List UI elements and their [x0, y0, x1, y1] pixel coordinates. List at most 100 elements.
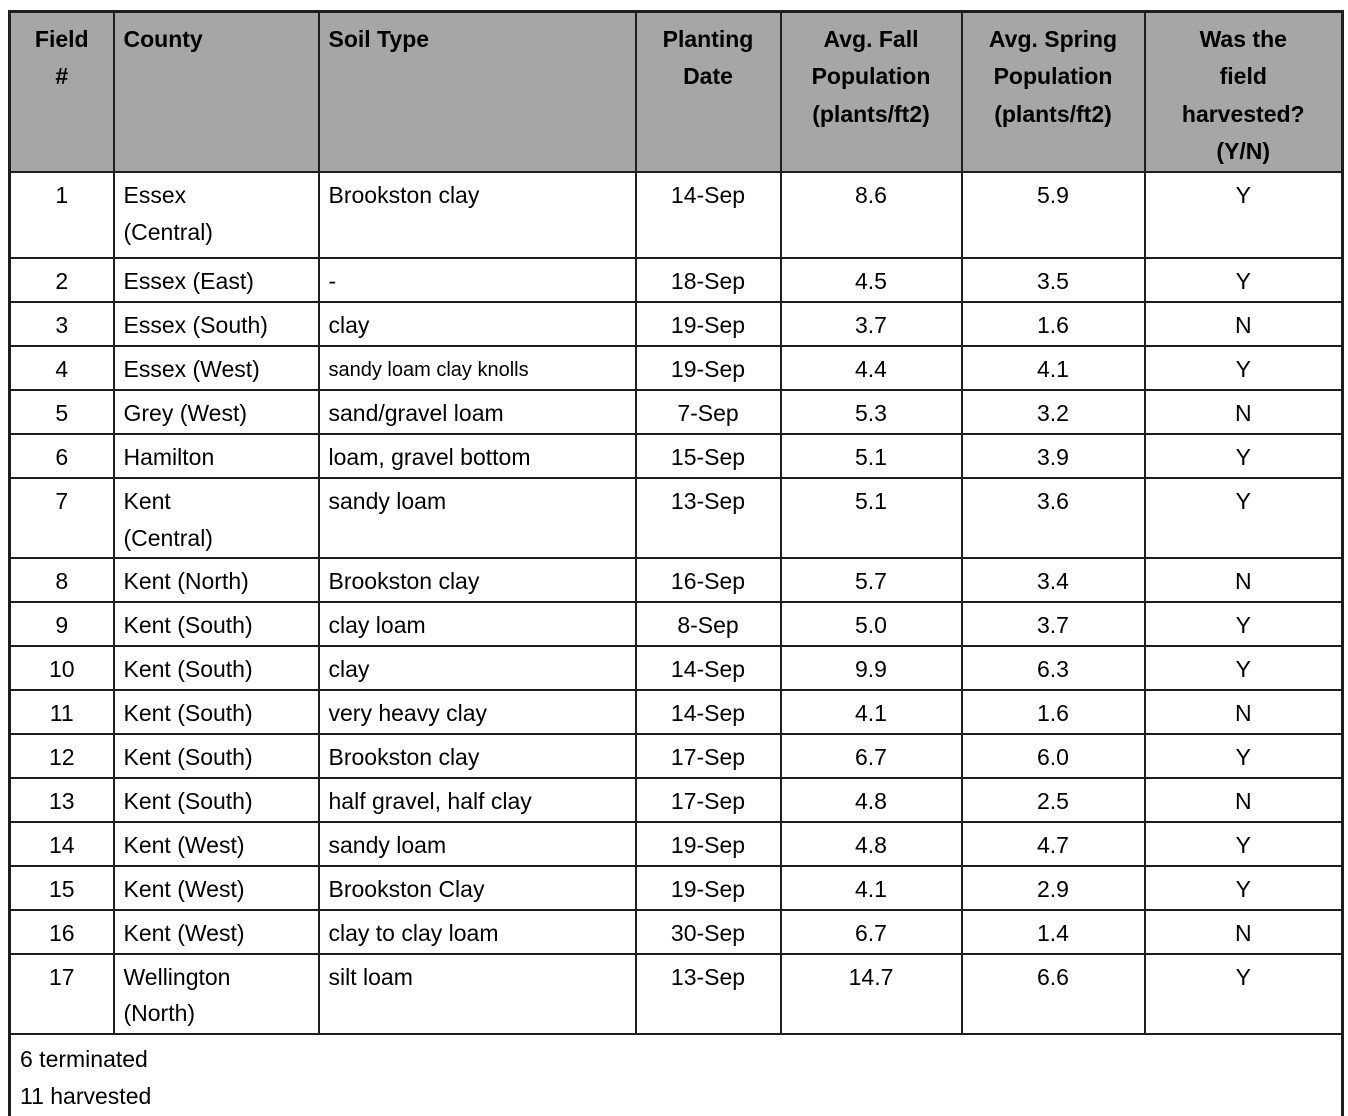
table-footer: 6 terminated 11 harvested — [8, 1032, 1344, 1116]
cell-county: Kent (West) — [112, 820, 320, 867]
cell-soil-type: - — [317, 257, 637, 303]
cell-fall-population: 14.7 — [779, 952, 963, 1035]
table-row: 13 Kent (South) half gravel, half clay 1… — [8, 776, 1344, 823]
cell-soil-type: very heavy clay — [317, 688, 637, 735]
cell-planting-date: 17-Sep — [634, 776, 782, 823]
cell-county: Essex (East) — [112, 257, 320, 303]
cell-fall-population: 4.1 — [779, 864, 963, 911]
cell-field-number: 1 — [8, 171, 115, 259]
cell-field-number: 4 — [8, 345, 115, 391]
table-row: 1 Essex (Central) Brookston clay 14-Sep … — [8, 171, 1344, 259]
cell-county: Kent (South) — [112, 776, 320, 823]
table-row: 9 Kent (South) clay loam 8-Sep 5.0 3.7 Y — [8, 600, 1344, 647]
table-row: 7 Kent (Central) sandy loam 13-Sep 5.1 3… — [8, 477, 1344, 559]
cell-planting-date: 19-Sep — [634, 864, 782, 911]
cell-harvested: Y — [1143, 600, 1344, 647]
cell-spring-population: 5.9 — [960, 171, 1146, 259]
cell-field-number: 6 — [8, 433, 115, 479]
field-data-table: Field # County Soil Type Planting Date A… — [8, 10, 1344, 1116]
cell-county: Kent (West) — [112, 908, 320, 955]
table-row: 8 Kent (North) Brookston clay 16-Sep 5.7… — [8, 556, 1344, 603]
cell-field-number: 16 — [8, 908, 115, 955]
cell-field-number: 14 — [8, 820, 115, 867]
cell-soil-type: clay — [317, 644, 637, 691]
cell-spring-population: 3.2 — [960, 389, 1146, 435]
cell-spring-population: 3.9 — [960, 433, 1146, 479]
cell-fall-population: 5.1 — [779, 477, 963, 559]
col-header-field-number: Field # — [8, 10, 115, 173]
cell-spring-population: 4.1 — [960, 345, 1146, 391]
cell-county: Essex (West) — [112, 345, 320, 391]
cell-soil-type: half gravel, half clay — [317, 776, 637, 823]
cell-harvested: Y — [1143, 477, 1344, 559]
cell-spring-population: 3.5 — [960, 257, 1146, 303]
cell-spring-population: 1.6 — [960, 688, 1146, 735]
cell-planting-date: 7-Sep — [634, 389, 782, 435]
cell-spring-population: 3.6 — [960, 477, 1146, 559]
cell-county: Essex (South) — [112, 301, 320, 347]
cell-spring-population: 2.9 — [960, 864, 1146, 911]
cell-harvested: Y — [1143, 171, 1344, 259]
cell-soil-type: sand/gravel loam — [317, 389, 637, 435]
cell-soil-type: sandy loam clay knolls — [317, 345, 637, 391]
cell-harvested: Y — [1143, 644, 1344, 691]
table-row: 2 Essex (East) - 18-Sep 4.5 3.5 Y — [8, 257, 1344, 303]
cell-county: Grey (West) — [112, 389, 320, 435]
cell-fall-population: 5.1 — [779, 433, 963, 479]
cell-fall-population: 6.7 — [779, 908, 963, 955]
cell-county: Kent (South) — [112, 688, 320, 735]
header-row: Field # County Soil Type Planting Date A… — [8, 10, 1344, 173]
cell-field-number: 10 — [8, 644, 115, 691]
col-header-county: County — [112, 10, 320, 173]
cell-field-number: 5 — [8, 389, 115, 435]
cell-planting-date: 15-Sep — [634, 433, 782, 479]
cell-harvested: Y — [1143, 257, 1344, 303]
cell-planting-date: 19-Sep — [634, 820, 782, 867]
cell-county: Essex (Central) — [112, 171, 320, 259]
cell-field-number: 3 — [8, 301, 115, 347]
cell-harvested: Y — [1143, 732, 1344, 779]
cell-spring-population: 6.6 — [960, 952, 1146, 1035]
table-row: 3 Essex (South) clay 19-Sep 3.7 1.6 N — [8, 301, 1344, 347]
cell-fall-population: 4.5 — [779, 257, 963, 303]
cell-planting-date: 13-Sep — [634, 477, 782, 559]
cell-spring-population: 1.6 — [960, 301, 1146, 347]
cell-field-number: 8 — [8, 556, 115, 603]
cell-planting-date: 14-Sep — [634, 644, 782, 691]
cell-soil-type: Brookston clay — [317, 556, 637, 603]
cell-planting-date: 16-Sep — [634, 556, 782, 603]
cell-spring-population: 6.3 — [960, 644, 1146, 691]
cell-fall-population: 6.7 — [779, 732, 963, 779]
table-row: 5 Grey (West) sand/gravel loam 7-Sep 5.3… — [8, 389, 1344, 435]
cell-spring-population: 4.7 — [960, 820, 1146, 867]
table-row: 15 Kent (West) Brookston Clay 19-Sep 4.1… — [8, 864, 1344, 911]
cell-fall-population: 5.3 — [779, 389, 963, 435]
cell-field-number: 11 — [8, 688, 115, 735]
cell-harvested: N — [1143, 556, 1344, 603]
cell-county: Kent (South) — [112, 600, 320, 647]
col-header-avg-fall-population: Avg. Fall Population (plants/ft2) — [779, 10, 963, 173]
cell-county: Kent (South) — [112, 732, 320, 779]
cell-soil-type: sandy loam — [317, 820, 637, 867]
cell-planting-date: 8-Sep — [634, 600, 782, 647]
cell-soil-type: clay to clay loam — [317, 908, 637, 955]
cell-field-number: 7 — [8, 477, 115, 559]
cell-fall-population: 9.9 — [779, 644, 963, 691]
cell-soil-type: silt loam — [317, 952, 637, 1035]
table-header: Field # County Soil Type Planting Date A… — [8, 10, 1344, 173]
cell-planting-date: 14-Sep — [634, 688, 782, 735]
cell-field-number: 17 — [8, 952, 115, 1035]
cell-spring-population: 3.7 — [960, 600, 1146, 647]
cell-fall-population: 4.1 — [779, 688, 963, 735]
cell-field-number: 12 — [8, 732, 115, 779]
cell-spring-population: 3.4 — [960, 556, 1146, 603]
cell-harvested: N — [1143, 301, 1344, 347]
cell-field-number: 13 — [8, 776, 115, 823]
cell-planting-date: 13-Sep — [634, 952, 782, 1035]
cell-fall-population: 5.7 — [779, 556, 963, 603]
table-row: 17 Wellington (North) silt loam 13-Sep 1… — [8, 952, 1344, 1035]
cell-planting-date: 17-Sep — [634, 732, 782, 779]
cell-soil-type: clay — [317, 301, 637, 347]
col-header-planting-date: Planting Date — [634, 10, 782, 173]
